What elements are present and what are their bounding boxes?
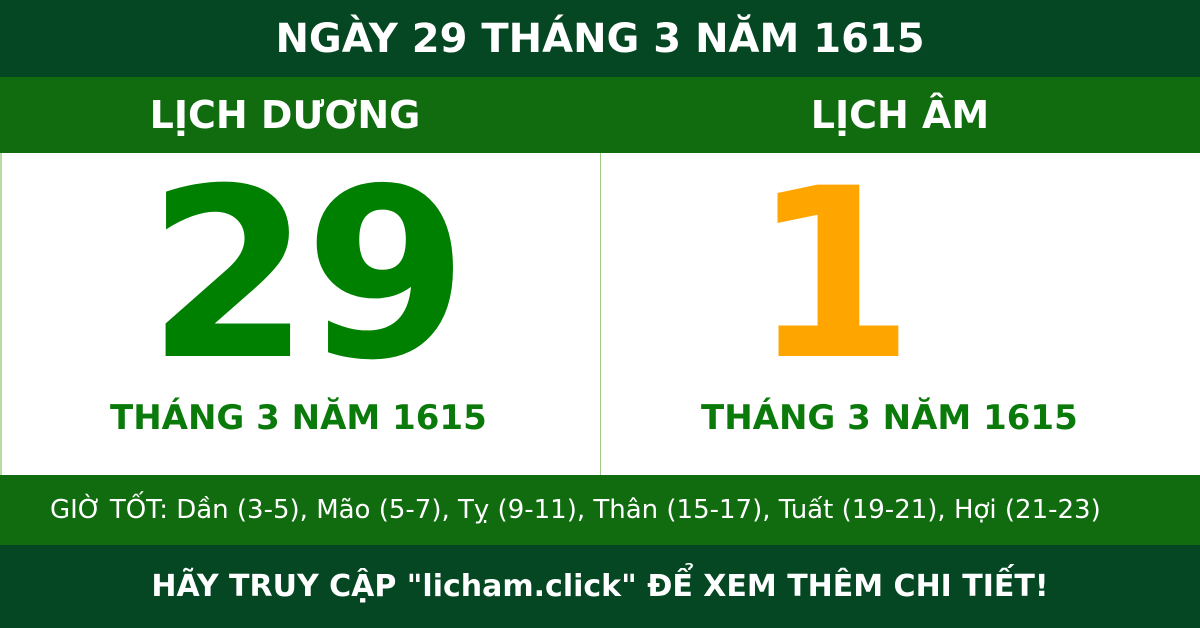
- solar-day: 29: [147, 139, 468, 412]
- lunar-panel: 1 THÁNG 3 NĂM 1615: [600, 153, 1200, 475]
- calendar-headers: LỊCH DƯƠNG LỊCH ÂM: [0, 77, 1200, 153]
- solar-calendar-label: LỊCH DƯƠNG: [149, 93, 421, 137]
- good-hours: GIỜ TỐT: Dần (3-5), Mão (5-7), Tỵ (9-11)…: [0, 475, 1200, 545]
- footer-cta: HÃY TRUY CẬP "licham.click" ĐỂ XEM THÊM …: [0, 545, 1200, 628]
- page-title: NGÀY 29 THÁNG 3 NĂM 1615: [0, 0, 1200, 77]
- solar-panel: 29 THÁNG 3 NĂM 1615: [0, 153, 600, 475]
- lunar-day: 1: [751, 139, 914, 412]
- lunar-month-year: THÁNG 3 NĂM 1615: [701, 398, 1078, 438]
- solar-month-year: THÁNG 3 NĂM 1615: [110, 398, 487, 438]
- lunar-calendar-label: LỊCH ÂM: [810, 93, 990, 137]
